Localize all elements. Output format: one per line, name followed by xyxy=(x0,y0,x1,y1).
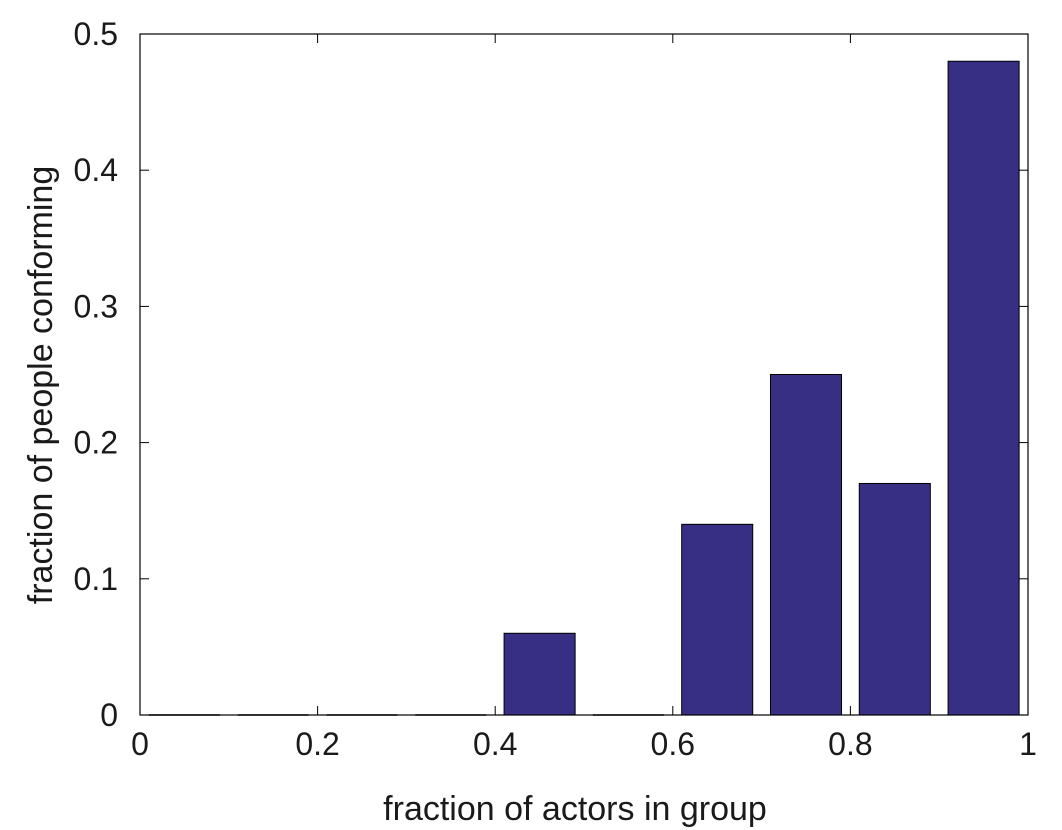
tick-labels-group: 0 0.2 0.4 0.6 0.8 1 0 0.1 0.2 0.3 0.4 0.5 xyxy=(74,16,1037,762)
bar xyxy=(681,523,754,716)
plot-frame xyxy=(139,33,1029,716)
x-tick-label: 0.8 xyxy=(828,726,872,762)
y-axis-label: fraction of people conforming xyxy=(22,166,60,604)
x-tick-label: 0.4 xyxy=(473,726,517,762)
x-tick-label: 0.6 xyxy=(651,726,695,762)
bars-group xyxy=(148,60,1020,716)
y-tick-label: 0.5 xyxy=(74,16,118,52)
y-tick-label: 0.1 xyxy=(74,561,118,597)
y-tick-label: 0 xyxy=(100,697,118,733)
x-axis-label: fraction of actors in group xyxy=(383,790,767,828)
x-tick-label: 0 xyxy=(131,726,149,762)
y-tick-label: 0.2 xyxy=(74,425,118,461)
y-tick-label: 0.4 xyxy=(74,152,118,188)
bar xyxy=(503,632,576,716)
bar xyxy=(769,374,843,716)
bar xyxy=(947,60,1020,716)
x-tick-label: 0.2 xyxy=(295,726,339,762)
bar xyxy=(858,482,931,716)
y-tick-label: 0.3 xyxy=(74,288,118,324)
x-tick-label: 1 xyxy=(1019,726,1037,762)
